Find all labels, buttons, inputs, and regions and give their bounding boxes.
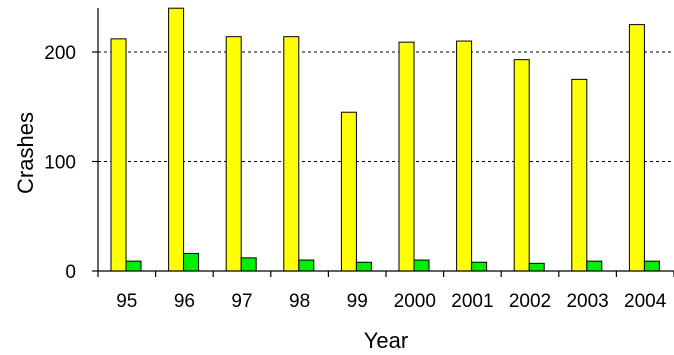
y-tick-label-100: 100 <box>44 153 76 174</box>
axes <box>92 8 674 277</box>
x-tick-label-97: 97 <box>231 291 252 312</box>
bar-2003-series-1 <box>571 78 588 272</box>
bar-2004-series-1 <box>628 24 645 272</box>
x-tick-label-99: 99 <box>347 291 368 312</box>
tick-labels: 0 100 200 95 96 97 98 99 2000 2001 2002 2003 2004 <box>44 43 666 312</box>
x-tick-label-2001: 2001 <box>451 291 493 312</box>
x-tick-label-2002: 2002 <box>509 291 551 312</box>
y-tick-label-0: 0 <box>65 262 76 283</box>
bar-95-series-1 <box>110 38 127 272</box>
bar-96-series-2 <box>183 252 200 272</box>
x-axis-title: Year <box>364 328 408 353</box>
bar-96-series-1 <box>168 7 185 272</box>
bar-2000-series-1 <box>398 41 415 272</box>
bar-2001-series-2 <box>471 261 488 272</box>
x-tick-label-2004: 2004 <box>624 291 667 312</box>
bar-99-series-1 <box>340 111 357 272</box>
bar-95-series-2 <box>125 260 142 272</box>
bar-2004-series-2 <box>643 260 660 272</box>
bar-2001-series-1 <box>456 40 473 272</box>
gridlines <box>98 51 674 162</box>
bars <box>110 7 660 272</box>
bar-98-series-1 <box>283 36 300 272</box>
bar-2002-series-2 <box>528 262 545 272</box>
bar-97-series-2 <box>240 257 257 272</box>
bar-97-series-1 <box>225 36 242 272</box>
bar-99-series-2 <box>355 261 372 272</box>
x-tick-label-98: 98 <box>289 291 310 312</box>
x-tick-label-96: 96 <box>174 291 195 312</box>
x-tick-label-2000: 2000 <box>394 291 436 312</box>
bar-2003-series-2 <box>586 260 603 272</box>
bar-2002-series-1 <box>513 59 530 272</box>
bar-2000-series-2 <box>413 259 430 272</box>
x-tick-label-2003: 2003 <box>566 291 608 312</box>
y-axis-title: Crashes <box>13 112 38 194</box>
x-tick-label-95: 95 <box>116 291 137 312</box>
y-tick-label-200: 200 <box>44 43 76 64</box>
bar-98-series-2 <box>298 259 315 272</box>
